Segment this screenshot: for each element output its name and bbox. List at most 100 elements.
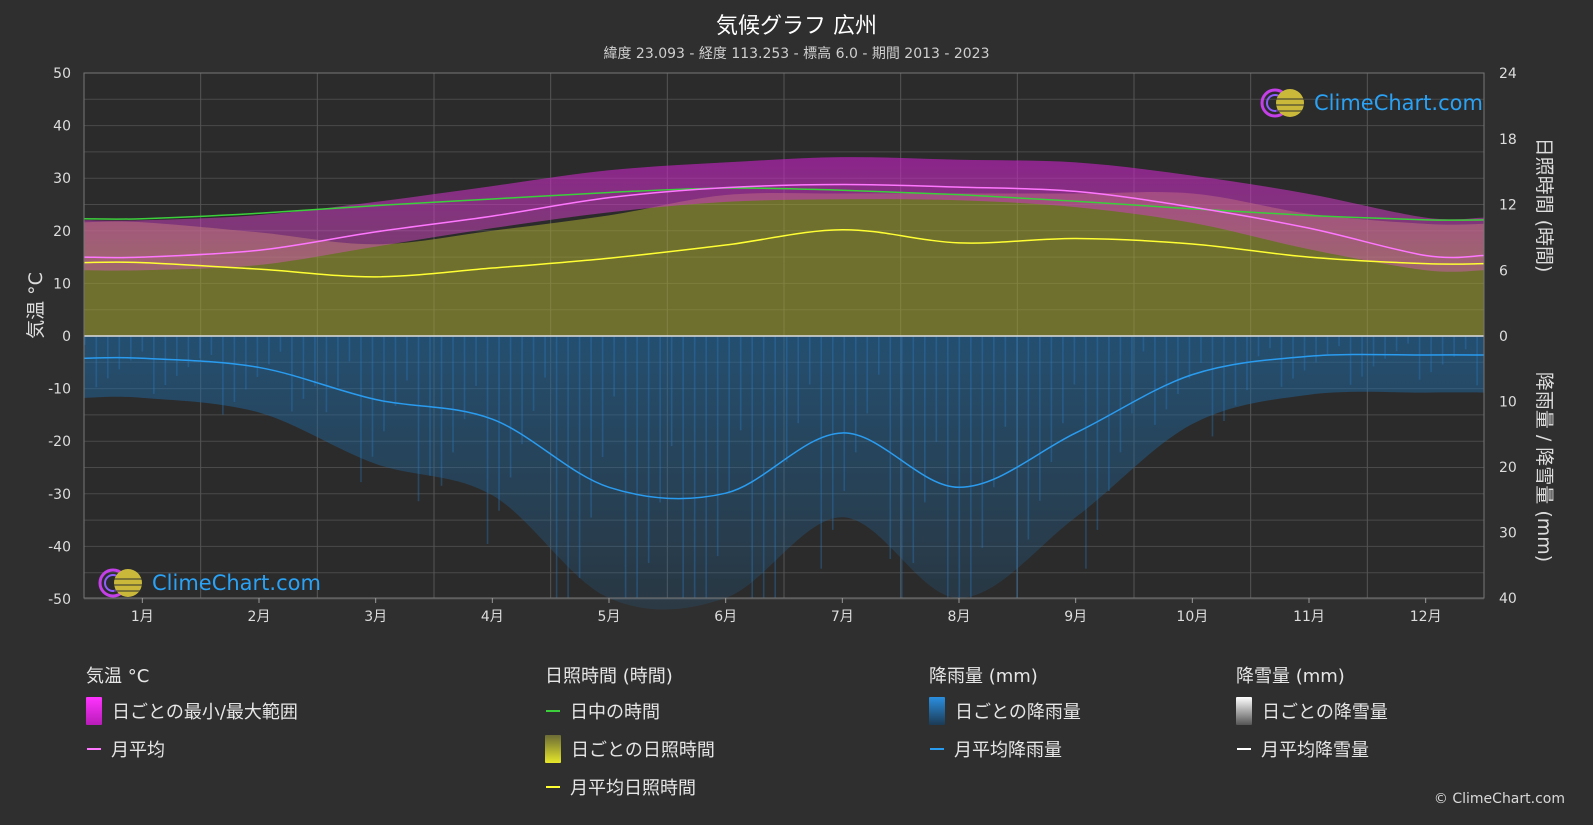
legend-item-daylight: 日中の時間: [545, 698, 715, 724]
rain-bar: [866, 336, 869, 414]
rain-bar: [360, 336, 362, 483]
legend-item-daily-rain: 日ごとの降雨量: [929, 697, 1081, 725]
rain-bar: [1395, 336, 1398, 352]
logo-top-right[interactable]: ClimeChart.com: [1258, 86, 1483, 120]
rain-bar: [1108, 336, 1110, 492]
legend-label: 日ごとの最小/最大範囲: [112, 702, 298, 723]
rain-bar: [486, 336, 489, 544]
rain-bar: [567, 336, 569, 598]
rain-bar: [1050, 336, 1053, 463]
rain-bar: [762, 336, 765, 598]
daylight-swatch: [546, 710, 560, 712]
rain-bar: [417, 336, 420, 502]
rain-bar: [1211, 336, 1214, 437]
rain-bar: [808, 336, 811, 385]
plot-frame: [83, 72, 1485, 599]
climechart-logo-icon: [98, 568, 142, 598]
month-label: 10月: [1176, 609, 1208, 625]
rain-bar: [130, 336, 132, 361]
logo-bottom-left[interactable]: ClimeChart.com: [96, 566, 321, 600]
rain-bar: [601, 336, 604, 458]
rain-bar: [314, 336, 316, 387]
rain-bar: [1349, 336, 1352, 385]
rain-bar: [912, 336, 915, 563]
legend-label: 月平均: [111, 740, 165, 761]
sunshine-avg-line: [83, 228, 1485, 278]
left-tick-label: -30: [48, 487, 71, 503]
rain-bar: [993, 336, 995, 488]
rain-bar: [670, 336, 673, 447]
rain-bar: [394, 336, 397, 406]
legend-label: 日中の時間: [570, 702, 660, 723]
rain-bar: [371, 336, 374, 457]
month-label: 12月: [1410, 609, 1442, 625]
rain-bar: [900, 336, 903, 598]
legend-sunshine: 日照時間 (時間) 日中の時間 日ごとの日照時間 月平均日照時間: [545, 662, 715, 812]
rain-bar: [1073, 336, 1076, 385]
legend-item-temp-range: 日ごとの最小/最大範囲: [86, 697, 298, 725]
month-label: 4月: [481, 609, 504, 625]
rain-bar: [1372, 336, 1375, 367]
right-hours-tick-label: 18: [1499, 132, 1517, 148]
snow-avg-swatch: [1237, 748, 1251, 750]
axes: 50 40 30 20 10 0 -10 -20 -30 -40 -50 24 18 12 6 0 10 20 30…: [25, 66, 1555, 625]
rain-bar: [222, 336, 224, 415]
rain-bar: [1119, 336, 1122, 453]
rain-bar: [1315, 336, 1317, 363]
rain-bar: [1131, 336, 1133, 414]
rain-bar: [440, 336, 443, 486]
rain-bar: [728, 336, 730, 494]
rain-bar: [325, 336, 328, 413]
month-label: 8月: [948, 609, 971, 625]
sunshine-area: [84, 192, 1484, 336]
rain-bar: [1384, 336, 1386, 359]
climate-chart: 50 40 30 20 10 0 -10 -20 -30 -40 -50 24 18 12 6 0 10 20 30…: [25, 66, 1555, 625]
legend-item-sunshine-avg: 月平均日照時間: [545, 774, 715, 800]
data-areas: [84, 157, 1484, 610]
rain-avg-swatch: [930, 748, 944, 750]
right-hours-tick-label: 6: [1499, 263, 1508, 279]
rain-bar: [831, 336, 834, 530]
legend-item-daily-sunshine: 日ごとの日照時間: [545, 735, 715, 763]
rain-bar: [256, 336, 259, 377]
right-precip-tick-label: 20: [1499, 460, 1517, 476]
snow-swatch: [1236, 697, 1252, 725]
rain-bar: [1361, 336, 1363, 377]
copyright[interactable]: © ClimeChart.com: [1433, 791, 1565, 807]
rain-bar: [935, 336, 938, 442]
temp-avg-line: [83, 183, 1485, 259]
sunshine-avg-swatch: [546, 786, 560, 788]
legend-rain: 降雨量 (mm) 日ごとの降雨量 月平均降雨量: [929, 662, 1081, 774]
rain-bar: [279, 336, 282, 352]
temp-range-swatch: [86, 697, 102, 725]
month-label: 2月: [248, 609, 271, 625]
rain-bar: [268, 336, 270, 365]
rain-bar: [981, 336, 984, 548]
left-tick-label: 50: [53, 66, 71, 82]
rain-bar: [1200, 336, 1202, 364]
rain-bar: [187, 336, 190, 368]
rain-bar: [1441, 336, 1444, 365]
rain-bar: [659, 336, 661, 503]
month-label: 6月: [714, 609, 737, 625]
chart-title: 気候グラフ 広州: [716, 14, 877, 39]
rain-bar: [141, 336, 144, 352]
rain-bar: [820, 336, 823, 569]
rain-bar: [176, 336, 178, 377]
rain-bar: [1326, 336, 1329, 355]
rain-bar: [693, 336, 696, 598]
right-hours-tick-label: 24: [1499, 66, 1517, 82]
rain-bar: [463, 336, 466, 420]
right-precip-tick-label: 10: [1499, 395, 1517, 411]
rain-bar: [348, 336, 351, 362]
legend-item-daily-snow: 日ごとの降雪量: [1236, 697, 1388, 725]
rain-bar: [452, 336, 454, 453]
rain-area: [84, 336, 1484, 610]
rain-bar: [498, 336, 500, 511]
data-lines: [83, 183, 1485, 500]
rain-bar: [383, 336, 385, 432]
right-hours-tick-label: 0: [1499, 329, 1508, 345]
rain-bar: [429, 336, 431, 476]
rain-bar: [1476, 336, 1478, 386]
rain-bar: [1407, 336, 1409, 344]
